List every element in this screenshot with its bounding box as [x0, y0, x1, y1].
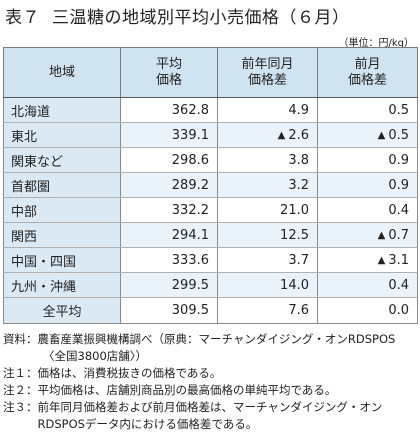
table-row: 九州・沖縄 299.5 14.0 0.4 [3, 272, 418, 298]
note-line: 注３： 前年同月価格差および前月価格差は、マーチャンダイジング・オンRDSPOSデ… [3, 400, 383, 431]
minus-triangle-icon: ▲ [377, 254, 386, 266]
mom-diff-cell: 0.9 [317, 172, 418, 198]
table-row: 関東など 298.6 3.8 0.9 [3, 147, 418, 173]
table-row: 関西 294.1 12.5 ▲ 0.7 [3, 222, 418, 248]
table-row: 中部 332.2 21.0 0.4 [3, 197, 418, 223]
note-line: 注２： 平均価格は、店舗別商品別の最高価格の単純平均である。 [3, 383, 337, 397]
yoy-diff-cell: 3.7 [217, 247, 318, 273]
price-table: 地域 平均 価格 前年同月 価格差 前月 価格差 北海道 362.8 4.9 0.5 東北 33… [3, 47, 418, 324]
price-cell: 298.6 [120, 147, 218, 173]
yoy-diff-cell: 3.8 [217, 147, 318, 173]
price-cell: 332.2 [120, 197, 218, 223]
region-cell: 首都圏 [3, 172, 121, 198]
yoy-diff-cell: ▲ 2.6 [217, 122, 318, 148]
mom-diff-cell: 0.9 [317, 147, 418, 173]
mom-diff-cell: ▲ 3.1 [317, 247, 418, 273]
header-region: 地域 [3, 47, 121, 98]
note-line: 資料： 農畜産業振興機構調べ（原典：マーチャンダイジング・オンRDSPOS [3, 332, 396, 346]
region-cell: 全平均 [3, 297, 121, 324]
header-price: 平均 価格 [120, 47, 218, 98]
table-title: 表７ 三温糖の地域別平均小売価格（６月） [5, 3, 350, 28]
total-row: 全平均 309.5 7.6 0.0 [3, 297, 418, 324]
mom-diff-cell: 0.5 [317, 97, 418, 123]
region-cell: 関東など [3, 147, 121, 173]
table-row: 中国・四国 333.6 3.7 ▲ 3.1 [3, 247, 418, 273]
mom-diff-cell: 0.4 [317, 272, 418, 298]
table-number: 表７ [5, 8, 40, 28]
table-row: 東北 339.1 ▲ 2.6 ▲ 0.5 [3, 122, 418, 148]
region-cell: 中部 [3, 197, 121, 223]
price-cell: 299.5 [120, 272, 218, 298]
table-row: 北海道 362.8 4.9 0.5 [3, 97, 418, 123]
mom-diff-cell: 0.4 [317, 197, 418, 223]
yoy-diff-cell: 21.0 [217, 197, 318, 223]
notes: 資料： 農畜産業振興機構調べ（原典：マーチャンダイジング・オンRDSPOS 〈全国3… [3, 331, 417, 432]
mom-diff-cell: 0.0 [317, 297, 418, 324]
region-cell: 北海道 [3, 97, 121, 123]
header-yoy: 前年同月 価格差 [217, 47, 318, 98]
price-cell: 333.6 [120, 247, 218, 273]
note-line: 〈全国3800店舗〉） [43, 349, 148, 363]
price-cell: 294.1 [120, 222, 218, 248]
header-mom: 前月 価格差 [317, 47, 418, 98]
price-cell: 362.8 [120, 97, 218, 123]
price-cell: 289.2 [120, 172, 218, 198]
mom-diff-cell: ▲ 0.7 [317, 222, 418, 248]
table-row: 首都圏 289.2 3.2 0.9 [3, 172, 418, 198]
price-cell: 339.1 [120, 122, 218, 148]
unit-label: （単位：円/kg） [338, 38, 414, 49]
minus-triangle-icon: ▲ [277, 129, 286, 141]
yoy-diff-cell: 7.6 [217, 297, 318, 324]
minus-triangle-icon: ▲ [377, 229, 386, 241]
header-row: 地域 平均 価格 前年同月 価格差 前月 価格差 [3, 47, 418, 98]
note-line: 注１： 価格は、消費税抜きの価格である。 [3, 366, 222, 380]
table-title-text: 三温糖の地域別平均小売価格（６月） [52, 8, 350, 28]
region-cell: 九州・沖縄 [3, 272, 121, 298]
yoy-diff-cell: 4.9 [217, 97, 318, 123]
minus-triangle-icon: ▲ [377, 129, 386, 141]
region-cell: 中国・四国 [3, 247, 121, 273]
yoy-diff-cell: 14.0 [217, 272, 318, 298]
yoy-diff-cell: 3.2 [217, 172, 318, 198]
price-cell: 309.5 [120, 297, 218, 324]
yoy-diff-cell: 12.5 [217, 222, 318, 248]
region-cell: 関西 [3, 222, 121, 248]
mom-diff-cell: ▲ 0.5 [317, 122, 418, 148]
region-cell: 東北 [3, 122, 121, 148]
